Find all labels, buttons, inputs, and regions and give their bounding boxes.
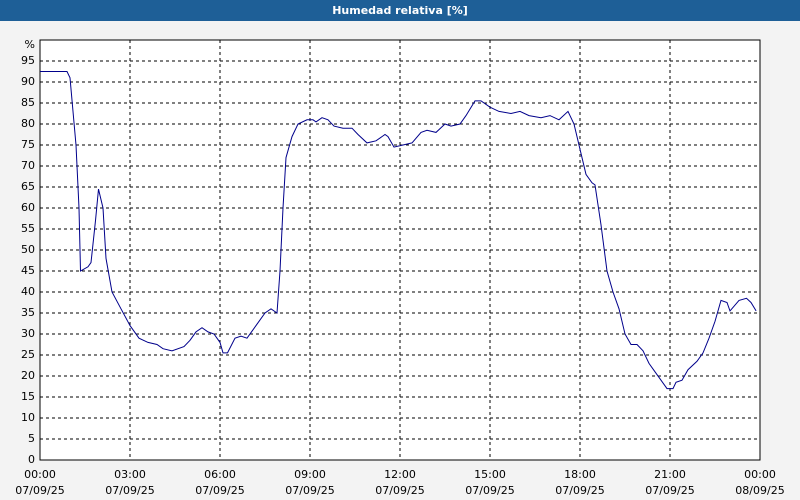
x-tick-label: 15:00 bbox=[474, 468, 506, 481]
x-tick-date: 07/09/25 bbox=[375, 484, 424, 497]
y-tick-label: 85 bbox=[21, 96, 35, 109]
y-tick-label: 80 bbox=[21, 117, 35, 130]
x-tick-label: 06:00 bbox=[204, 468, 236, 481]
x-tick-date: 07/09/25 bbox=[555, 484, 604, 497]
y-tick-label: 25 bbox=[21, 348, 35, 361]
x-tick-label: 00:00 bbox=[24, 468, 56, 481]
x-tick-label: 03:00 bbox=[114, 468, 146, 481]
y-tick-label: 0 bbox=[28, 453, 35, 466]
x-tick-label: 12:00 bbox=[384, 468, 416, 481]
y-tick-label: 65 bbox=[21, 180, 35, 193]
x-tick-date: 08/09/25 bbox=[735, 484, 784, 497]
x-tick-date: 07/09/25 bbox=[465, 484, 514, 497]
y-tick-label: 10 bbox=[21, 411, 35, 424]
x-tick-label: 21:00 bbox=[654, 468, 686, 481]
data-line bbox=[40, 71, 757, 390]
x-tick-date: 07/09/25 bbox=[285, 484, 334, 497]
x-tick-label: 09:00 bbox=[294, 468, 326, 481]
x-tick-label: 18:00 bbox=[564, 468, 596, 481]
y-tick-label: 70 bbox=[21, 159, 35, 172]
y-tick-label: 40 bbox=[21, 285, 35, 298]
x-tick-date: 07/09/25 bbox=[105, 484, 154, 497]
y-tick-label: 95 bbox=[21, 54, 35, 67]
y-tick-label: 45 bbox=[21, 264, 35, 277]
x-tick-date: 07/09/25 bbox=[195, 484, 244, 497]
y-tick-label: 50 bbox=[21, 243, 35, 256]
y-tick-label: 15 bbox=[21, 390, 35, 403]
y-axis-label: % bbox=[25, 38, 35, 51]
chart-title: Humedad relativa [%] bbox=[332, 4, 468, 17]
y-tick-label: 20 bbox=[21, 369, 35, 382]
x-tick-date: 07/09/25 bbox=[645, 484, 694, 497]
y-tick-label: 35 bbox=[21, 306, 35, 319]
y-tick-label: 30 bbox=[21, 327, 35, 340]
x-tick-date: 07/09/25 bbox=[15, 484, 64, 497]
y-tick-label: 75 bbox=[21, 138, 35, 151]
y-tick-label: 5 bbox=[28, 432, 35, 445]
title-bar bbox=[0, 0, 800, 21]
y-tick-label: 60 bbox=[21, 201, 35, 214]
y-tick-label: 55 bbox=[21, 222, 35, 235]
x-tick-label: 00:00 bbox=[744, 468, 776, 481]
y-tick-label: 90 bbox=[21, 75, 35, 88]
